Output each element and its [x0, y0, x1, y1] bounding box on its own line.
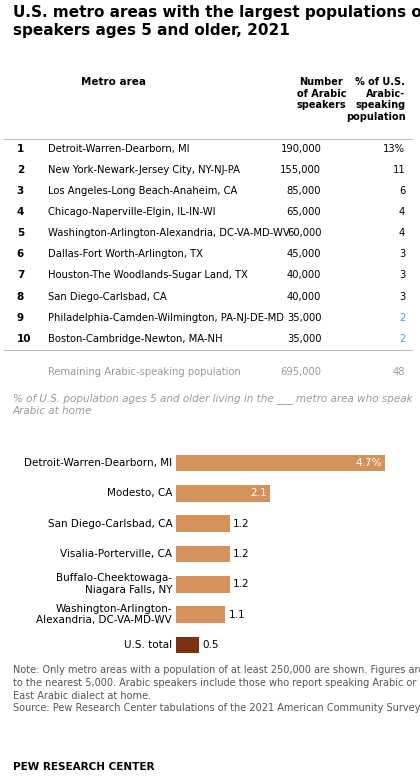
- Text: Buffalo-Cheektowaga-
Niagara Falls, NY: Buffalo-Cheektowaga- Niagara Falls, NY: [56, 573, 172, 595]
- Text: Remaining Arabic-speaking population: Remaining Arabic-speaking population: [48, 367, 241, 377]
- Text: New York-Newark-Jersey City, NY-NJ-PA: New York-Newark-Jersey City, NY-NJ-PA: [48, 165, 240, 175]
- Text: 4.7%: 4.7%: [356, 458, 382, 468]
- Text: 13%: 13%: [383, 144, 405, 154]
- Text: 35,000: 35,000: [287, 313, 321, 323]
- Text: % of U.S.
Arabic-
speaking
population: % of U.S. Arabic- speaking population: [346, 77, 405, 122]
- Text: 8: 8: [17, 292, 24, 302]
- Text: Philadelphia-Camden-Wilmington, PA-NJ-DE-MD: Philadelphia-Camden-Wilmington, PA-NJ-DE…: [48, 313, 284, 323]
- Text: 2: 2: [17, 165, 24, 175]
- Text: 9: 9: [17, 313, 24, 323]
- Text: Detroit-Warren-Dearborn, MI: Detroit-Warren-Dearborn, MI: [48, 144, 190, 154]
- Bar: [176, 455, 385, 471]
- Text: Visalia-Porterville, CA: Visalia-Porterville, CA: [60, 549, 172, 559]
- Bar: [176, 515, 230, 532]
- Bar: [176, 576, 230, 593]
- Text: 5: 5: [17, 228, 24, 238]
- Text: 11: 11: [393, 165, 405, 175]
- Text: 60,000: 60,000: [287, 228, 321, 238]
- Text: 40,000: 40,000: [287, 292, 321, 302]
- Text: % of U.S. population ages 5 and older living in the ___ metro area who speak
Ara: % of U.S. population ages 5 and older li…: [13, 393, 412, 416]
- Text: Detroit-Warren-Dearborn, MI: Detroit-Warren-Dearborn, MI: [24, 458, 172, 468]
- Text: 3: 3: [399, 292, 405, 302]
- Text: U.S. total: U.S. total: [124, 640, 172, 650]
- Text: Metro area: Metro area: [81, 77, 146, 87]
- Text: 1.2: 1.2: [233, 519, 250, 529]
- Bar: [176, 636, 199, 654]
- Text: 85,000: 85,000: [287, 186, 321, 196]
- Text: 1.1: 1.1: [229, 610, 245, 619]
- Text: 4: 4: [399, 207, 405, 217]
- Text: Note: Only metro areas with a population of at least 250,000 are shown. Figures : Note: Only metro areas with a population…: [13, 665, 420, 713]
- Text: Number
of Arabic
speakers: Number of Arabic speakers: [297, 77, 346, 110]
- Bar: [176, 485, 270, 502]
- Text: 6: 6: [17, 250, 24, 259]
- Text: 0.5: 0.5: [202, 640, 219, 650]
- Text: Houston-The Woodlands-Sugar Land, TX: Houston-The Woodlands-Sugar Land, TX: [48, 271, 248, 280]
- Text: 7: 7: [17, 271, 24, 280]
- Text: 40,000: 40,000: [287, 271, 321, 280]
- Text: 190,000: 190,000: [281, 144, 321, 154]
- Text: Boston-Cambridge-Newton, MA-NH: Boston-Cambridge-Newton, MA-NH: [48, 334, 223, 344]
- Text: Chicago-Naperville-Elgin, IL-IN-WI: Chicago-Naperville-Elgin, IL-IN-WI: [48, 207, 216, 217]
- Text: Washington-Arlington-Alexandria, DC-VA-MD-WV: Washington-Arlington-Alexandria, DC-VA-M…: [48, 228, 290, 238]
- Text: 1: 1: [17, 144, 24, 154]
- Text: 3: 3: [399, 271, 405, 280]
- Text: 2: 2: [399, 313, 405, 323]
- Text: 3: 3: [17, 186, 24, 196]
- Text: 10: 10: [17, 334, 32, 344]
- Bar: [176, 606, 225, 623]
- Text: 1.2: 1.2: [233, 549, 250, 559]
- Text: U.S. metro areas with the largest populations of Arabic
speakers ages 5 and olde: U.S. metro areas with the largest popula…: [13, 5, 420, 38]
- Text: 35,000: 35,000: [287, 334, 321, 344]
- Text: 2: 2: [399, 334, 405, 344]
- Text: 48: 48: [393, 367, 405, 377]
- Text: 4: 4: [399, 228, 405, 238]
- Text: 155,000: 155,000: [280, 165, 321, 175]
- Text: PEW RESEARCH CENTER: PEW RESEARCH CENTER: [13, 762, 154, 772]
- Text: Modesto, CA: Modesto, CA: [107, 489, 172, 499]
- Text: 4: 4: [17, 207, 24, 217]
- Text: 65,000: 65,000: [287, 207, 321, 217]
- Text: Los Angeles-Long Beach-Anaheim, CA: Los Angeles-Long Beach-Anaheim, CA: [48, 186, 238, 196]
- Text: Dallas-Fort Worth-Arlington, TX: Dallas-Fort Worth-Arlington, TX: [48, 250, 203, 259]
- Text: Washington-Arlington-
Alexandria, DC-VA-MD-WV: Washington-Arlington- Alexandria, DC-VA-…: [37, 604, 172, 626]
- Text: 45,000: 45,000: [287, 250, 321, 259]
- Bar: [176, 545, 230, 562]
- Text: 1.2: 1.2: [233, 580, 250, 589]
- Text: San Diego-Carlsbad, CA: San Diego-Carlsbad, CA: [48, 292, 167, 302]
- Text: San Diego-Carlsbad, CA: San Diego-Carlsbad, CA: [47, 519, 172, 529]
- Text: 2.1: 2.1: [250, 489, 267, 499]
- Text: 3: 3: [399, 250, 405, 259]
- Text: 695,000: 695,000: [280, 367, 321, 377]
- Text: 6: 6: [399, 186, 405, 196]
